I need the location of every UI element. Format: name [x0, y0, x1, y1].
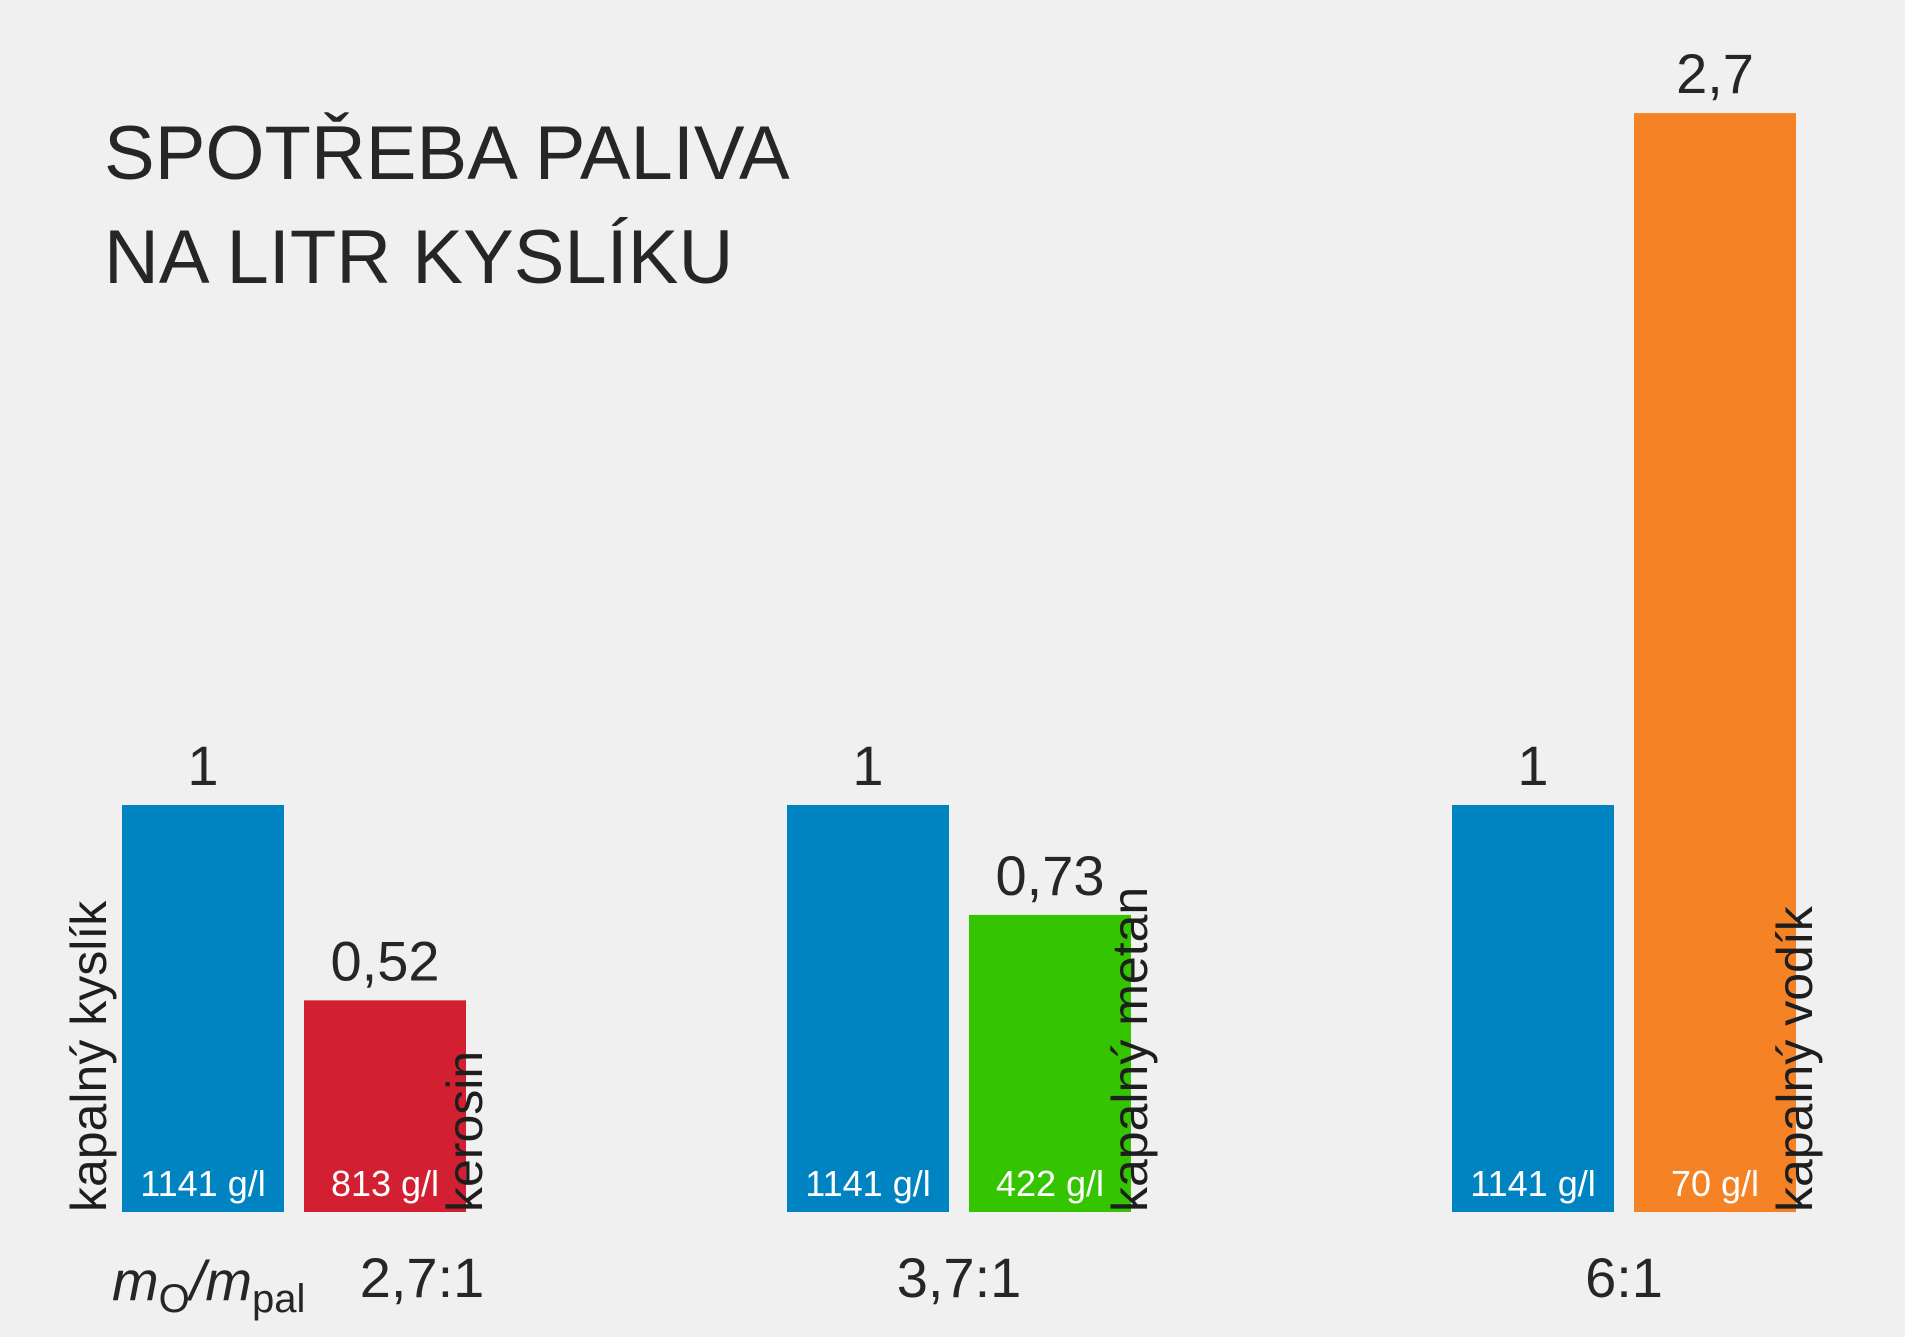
bar-2-1 [787, 805, 949, 1212]
bar-density-label: 1141 g/l [805, 1163, 930, 1204]
mass-ratio-subscript-o: O [159, 1277, 190, 1321]
bar-side-label: kerosin [437, 1051, 493, 1212]
bar-density-label: 1141 g/l [140, 1163, 265, 1204]
bar-density-label: 70 g/l [1671, 1163, 1759, 1204]
bar-value-label: 1 [187, 734, 218, 797]
group-ratio-label: 3,7:1 [897, 1246, 1022, 1309]
bar-value-label: 2,7 [1676, 42, 1754, 105]
chart-title-line-2: NA LITR KYSLÍKU [104, 215, 733, 300]
bar-2-2 [969, 914, 1131, 1212]
bar-1-2 [304, 1000, 466, 1212]
bar-3-2 [1634, 113, 1796, 1213]
bar-density-label: 1141 g/l [1470, 1163, 1595, 1204]
bar-side-label: kapalný kyslík [61, 900, 117, 1212]
mass-ratio-m-fuel: m [205, 1249, 252, 1312]
mass-ratio-label: mO/mpal [112, 1249, 305, 1321]
bar-1-1 [122, 805, 284, 1212]
bar-side-label: kapalný vodík [1767, 905, 1823, 1212]
bar-density-label: 422 g/l [996, 1163, 1104, 1204]
bar-value-label: 1 [1517, 734, 1548, 797]
bar-value-label: 0,73 [996, 844, 1105, 907]
bar-value-label: 0,52 [331, 929, 440, 992]
bar-3-1 [1452, 805, 1614, 1212]
group-ratio-label: 2,7:1 [360, 1246, 485, 1309]
bar-value-label: 1 [852, 734, 883, 797]
bar-density-label: 813 g/l [331, 1163, 439, 1204]
mass-ratio-m-oxygen: m [112, 1249, 159, 1312]
chart-title-line-1: SPOTŘEBA PALIVA [104, 111, 790, 196]
group-ratio-label: 6:1 [1585, 1246, 1663, 1309]
bars-layer: 1 1141 g/l kapalný kyslík 0,52 813 g/lkerosi… [61, 42, 1823, 1309]
bar-side-label: kapalný metan [1102, 887, 1158, 1212]
mass-ratio-subscript-pal: pal [252, 1277, 305, 1321]
